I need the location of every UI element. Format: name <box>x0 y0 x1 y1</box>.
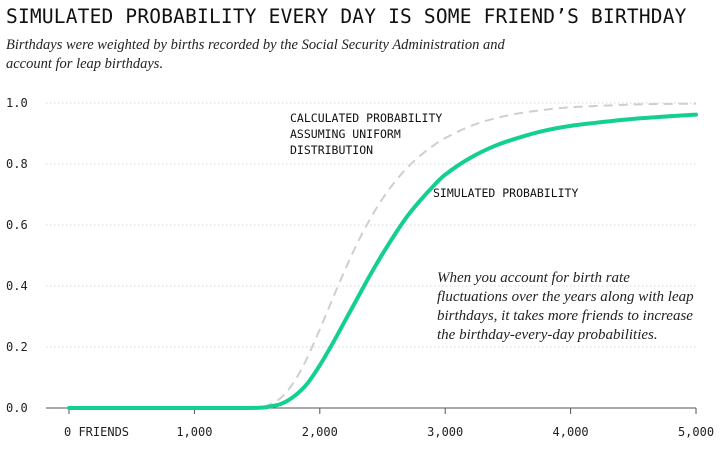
x-tick-label-0: 0 FRIENDS <box>64 425 129 439</box>
series-line-simulated <box>67 112 698 411</box>
y-tick-label-2: 0.4 <box>6 279 28 293</box>
y-tick-label-4: 0.8 <box>6 157 28 171</box>
annotation-calculated-line-1: CALCULATED PROBABILITY <box>290 111 442 125</box>
annotation-simulated: SIMULATED PROBABILITY <box>433 186 578 200</box>
y-tick-label-3: 0.6 <box>6 218 28 232</box>
chart-title: SIMULATED PROBABILITY EVERY DAY IS SOME … <box>6 5 687 28</box>
y-tick-label-0: 0.0 <box>6 401 28 415</box>
x-tick-label-1: 1,000 <box>176 425 212 439</box>
chart-subtitle: Birthdays were weighted by births record… <box>6 37 505 72</box>
x-tick-label-5: 5,000 <box>678 425 714 439</box>
y-axis-ticks: 0.0 0.2 0.4 0.6 0.8 1.0 <box>6 96 28 415</box>
annotation-calculated-line-2: ASSUMING UNIFORM <box>290 127 401 141</box>
x-tick-label-4: 4,000 <box>553 425 589 439</box>
explanatory-note: When you account for birth rate fluctuat… <box>437 270 694 343</box>
annotation-calculated-line-3: DISTRIBUTION <box>290 143 373 157</box>
y-tick-label-5: 1.0 <box>6 96 28 110</box>
series-annotations: CALCULATED PROBABILITY ASSUMING UNIFORM … <box>290 111 578 200</box>
x-tick-label-3: 3,000 <box>427 425 463 439</box>
x-axis-ticks: 0 FRIENDS 1,000 2,000 3,000 4,000 5,000 <box>64 408 714 439</box>
x-tick-label-2: 2,000 <box>302 425 338 439</box>
y-tick-label-1: 0.2 <box>6 340 28 354</box>
series-lines <box>67 102 698 411</box>
